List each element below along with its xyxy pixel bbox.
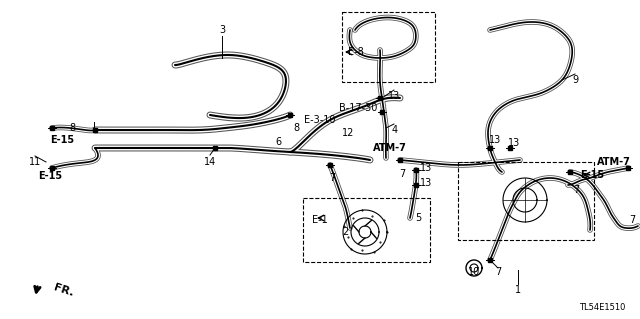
Text: 7: 7 xyxy=(495,267,501,277)
Text: TL54E1510: TL54E1510 xyxy=(579,303,625,312)
Bar xyxy=(288,113,292,117)
Bar xyxy=(378,96,382,100)
Text: 9: 9 xyxy=(572,75,578,85)
Text: 1: 1 xyxy=(515,285,521,295)
Text: 10: 10 xyxy=(468,267,480,277)
Text: E-15: E-15 xyxy=(50,135,74,145)
Bar xyxy=(328,163,332,167)
Bar xyxy=(488,258,492,262)
Text: E-8: E-8 xyxy=(348,47,364,57)
Text: 13: 13 xyxy=(420,178,432,188)
Text: 8: 8 xyxy=(293,123,299,133)
Bar xyxy=(380,110,384,114)
Text: 5: 5 xyxy=(415,213,421,223)
Bar xyxy=(50,166,54,170)
Text: E-1: E-1 xyxy=(312,215,328,225)
Text: E-15: E-15 xyxy=(580,170,604,180)
Bar xyxy=(568,170,572,174)
Text: 7: 7 xyxy=(629,215,635,225)
Text: 12: 12 xyxy=(342,128,354,138)
Bar xyxy=(213,146,217,150)
Text: E-15: E-15 xyxy=(38,171,62,181)
Text: ATM-7: ATM-7 xyxy=(373,143,407,153)
Text: 11: 11 xyxy=(29,157,41,167)
Text: 13: 13 xyxy=(489,135,501,145)
Bar xyxy=(488,146,492,150)
Bar xyxy=(398,158,402,162)
Text: E-3-10: E-3-10 xyxy=(304,115,336,125)
Text: 13: 13 xyxy=(420,163,432,173)
Text: 2: 2 xyxy=(342,227,348,237)
Bar xyxy=(50,126,54,130)
Bar xyxy=(342,12,435,82)
Text: 13: 13 xyxy=(388,91,400,101)
Text: 8: 8 xyxy=(69,123,75,133)
Text: 6: 6 xyxy=(275,137,281,147)
Text: 14: 14 xyxy=(204,157,216,167)
Text: B-17-30: B-17-30 xyxy=(339,103,377,113)
Text: 7: 7 xyxy=(573,185,579,195)
Text: 13: 13 xyxy=(508,138,520,148)
Bar xyxy=(93,128,97,132)
Bar xyxy=(626,166,630,170)
Text: 7: 7 xyxy=(329,173,335,183)
Text: 7: 7 xyxy=(399,169,405,179)
Bar xyxy=(414,168,418,172)
Bar xyxy=(458,162,594,240)
Text: FR.: FR. xyxy=(52,282,75,298)
Text: 4: 4 xyxy=(392,125,398,135)
Bar xyxy=(303,198,430,262)
Text: ATM-7: ATM-7 xyxy=(597,157,631,167)
Text: 3: 3 xyxy=(219,25,225,35)
Bar xyxy=(508,146,512,150)
Bar xyxy=(414,183,418,187)
